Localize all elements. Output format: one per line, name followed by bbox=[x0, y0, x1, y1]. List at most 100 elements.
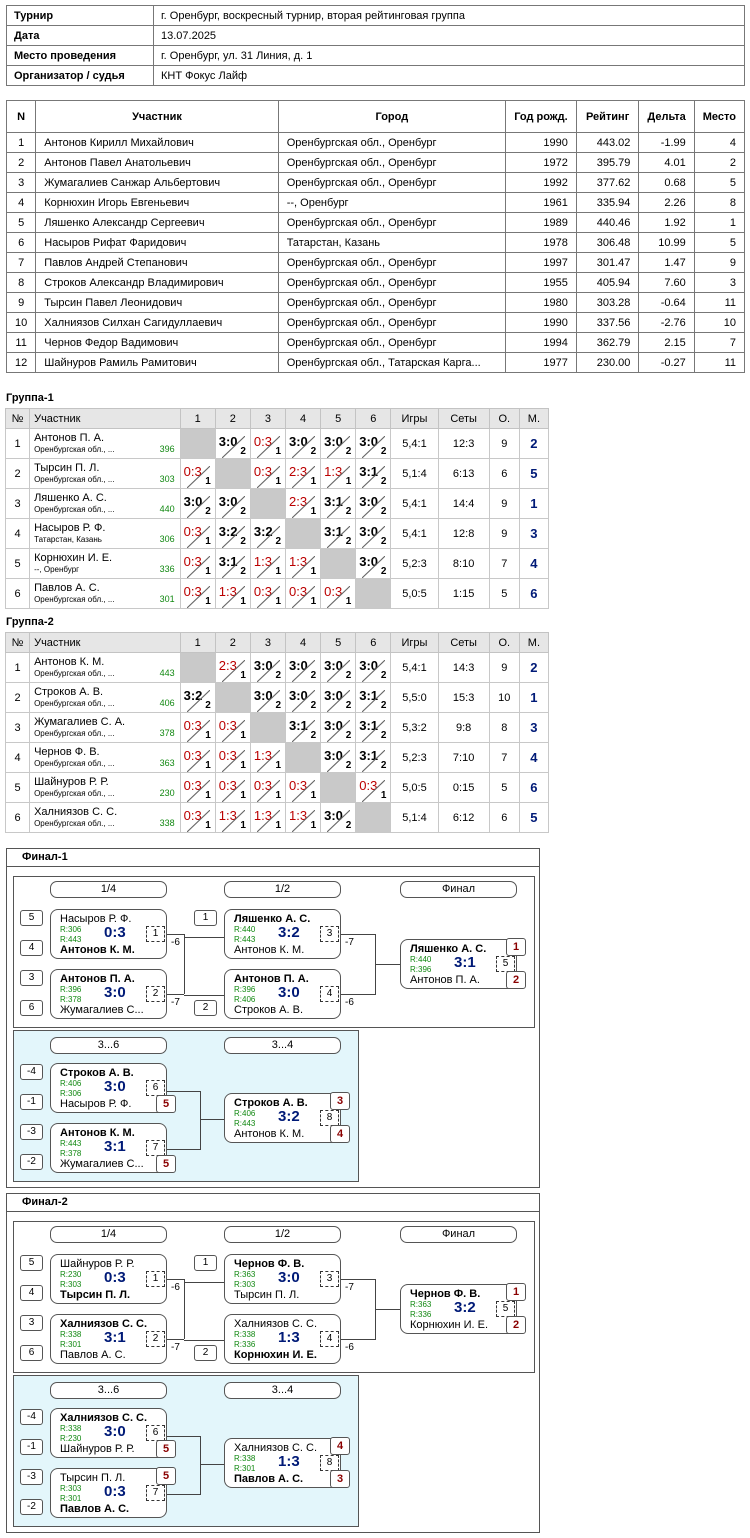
match-result-cell: 0:3 1 bbox=[179, 518, 216, 549]
seed-badge: -3 bbox=[20, 1469, 43, 1485]
match-score: 3:0 bbox=[289, 658, 308, 673]
participant-cell: 1 bbox=[693, 212, 746, 233]
group-column-header: 6 bbox=[355, 408, 392, 429]
place-badge: 5 bbox=[156, 1467, 176, 1485]
bracket-line bbox=[184, 995, 224, 996]
player-2-name: Строков А. В. bbox=[234, 1004, 304, 1016]
diagonal-slash-icon bbox=[291, 809, 316, 833]
match-points: 1 bbox=[275, 790, 281, 801]
match-score: 3:0 bbox=[278, 1269, 300, 1286]
player-2-name: Антонов П. А. bbox=[410, 974, 480, 986]
city-text: --, Оренбург bbox=[34, 565, 80, 574]
diagonal-slash-icon bbox=[256, 435, 281, 459]
match-score: 3:2 bbox=[253, 524, 273, 539]
group-participant: Павлов А. С. Оренбургская обл., ... 301 bbox=[29, 578, 181, 609]
consolation-bracket: 3...6 3...4 Халниязов С. С. R:338 R:230 Шайну… bbox=[13, 1375, 359, 1527]
match-points: 2 bbox=[345, 536, 352, 547]
city-text: Оренбургская обл., ... bbox=[34, 595, 115, 604]
player-2-name: Тырсин П. Л. bbox=[60, 1289, 131, 1301]
match-result-cell: 1:3 1 bbox=[284, 548, 322, 579]
player-1-name: Халниязов С. С. bbox=[234, 1318, 318, 1330]
participant-city: Оренбургская обл., ... 396 bbox=[34, 444, 176, 455]
place-badge: 5 bbox=[156, 1155, 176, 1173]
match-box: Чернов Ф. В. R:363 R:336 Корнюхин И. Е. 3:2 5 bbox=[400, 1284, 517, 1334]
group-participant: Антонов К. М. Оренбургская обл., ... 443 bbox=[29, 652, 181, 683]
diagonal-slash-icon bbox=[326, 689, 351, 713]
participant-cell: 4.01 bbox=[638, 152, 695, 173]
group-row-number: 3 bbox=[4, 712, 31, 743]
participant-cell: 1955 bbox=[504, 272, 577, 293]
match-score: 3:2 bbox=[278, 1108, 300, 1125]
points-value: 10 bbox=[488, 682, 520, 713]
match-number: 4 bbox=[320, 986, 339, 1002]
match-score: 3:0 bbox=[324, 718, 343, 733]
player-2-rating: R:336 bbox=[410, 1310, 432, 1319]
player-2-name: Павлов А. С. bbox=[60, 1503, 130, 1515]
participant-cell: 337.56 bbox=[575, 312, 640, 333]
match-result-cell: 1:3 1 bbox=[249, 548, 287, 579]
participant-cell: Антонов Павел Анатольевич bbox=[35, 152, 279, 173]
seed-badge: 1 bbox=[194, 910, 217, 926]
match-score: 0:3 bbox=[183, 748, 202, 763]
match-result-cell: 3:1 2 bbox=[214, 548, 251, 579]
participant-cell: Шайнуров Рамиль Рамитович bbox=[35, 352, 279, 373]
bracket-line bbox=[200, 1464, 224, 1465]
player-1-rating: R:406 bbox=[60, 1079, 82, 1088]
match-score: 3:0 bbox=[324, 808, 343, 823]
participant-rating: 303 bbox=[159, 474, 175, 484]
group-participant: Шайнуров Р. Р. Оренбургская обл., ... 230 bbox=[29, 772, 181, 803]
diagonal-slash-icon bbox=[291, 435, 316, 459]
participant-cell: 1990 bbox=[504, 312, 577, 333]
group-column-header: 1 bbox=[179, 632, 216, 653]
group-row: 6 Павлов А. С. Оренбургская обл., ... 301 0:… bbox=[4, 578, 550, 609]
participant-rating: 301 bbox=[159, 594, 175, 604]
participant-cell: Халниязов Силхан Сагидуллаевич bbox=[35, 312, 279, 333]
sets-value: 6:13 bbox=[437, 458, 490, 489]
points-value: 8 bbox=[488, 712, 520, 743]
match-points: 1 bbox=[240, 596, 246, 607]
participant-cell: 5 bbox=[5, 212, 37, 233]
match-result-cell: 3:0 2 bbox=[355, 488, 392, 519]
seed-badge: 3 bbox=[20, 1315, 43, 1331]
participant-cell: Оренбургская обл., Оренбург bbox=[277, 252, 506, 273]
participant-city: Оренбургская обл., ... 301 bbox=[34, 594, 176, 605]
match-points: 2 bbox=[345, 670, 352, 681]
match-result-cell: 0:3 1 bbox=[249, 428, 287, 459]
place-badge: 4 bbox=[330, 1437, 350, 1455]
match-points: 2 bbox=[240, 536, 246, 547]
match-box: Антонов П. А. R:396 R:406 Строков А. В. 3:0 4 bbox=[224, 969, 341, 1019]
games-value: 5,1:4 bbox=[390, 802, 439, 833]
match-score: 3:0 bbox=[324, 658, 343, 673]
match-score: 1:3 bbox=[289, 554, 308, 569]
city-text: Оренбургская обл., ... bbox=[34, 789, 115, 798]
player-1-name: Чернов Ф. В. bbox=[410, 1288, 481, 1300]
diagonal-slash-icon bbox=[291, 555, 316, 579]
player-1-name: Антонов П. А. bbox=[234, 973, 309, 985]
match-score: 0:3 bbox=[359, 778, 378, 793]
match-score: 0:3 bbox=[289, 584, 308, 599]
round-label: 1/2 bbox=[224, 881, 341, 898]
diagonal-slash-icon bbox=[186, 809, 211, 833]
participant-name: Ляшенко А. С. bbox=[34, 492, 107, 504]
sets-value: 8:10 bbox=[437, 548, 490, 579]
match-score: 3:0 bbox=[289, 434, 308, 449]
bracket-line bbox=[200, 1091, 201, 1150]
points-value: 6 bbox=[488, 802, 520, 833]
participant-cell: 362.79 bbox=[575, 332, 640, 353]
group-column-header: 3 bbox=[249, 632, 287, 653]
participant-city: Оренбургская обл., ... 443 bbox=[34, 668, 176, 679]
match-points: 1 bbox=[240, 730, 246, 741]
diagonal-slash-icon bbox=[256, 585, 281, 609]
group-row: 4 Насыров Р. Ф. Татарстан, Казань 306 0:3 1 3:… bbox=[4, 518, 550, 549]
match-result-cell: 3:0 2 bbox=[320, 712, 357, 743]
match-result-cell: 3:0 2 bbox=[284, 428, 322, 459]
player-1-name: Халниязов С. С. bbox=[60, 1412, 148, 1424]
participant-cell: 377.62 bbox=[575, 172, 640, 193]
participant-cell: Жумагалиев Санжар Альбертович bbox=[35, 172, 279, 193]
match-result-cell: 0:3 1 bbox=[179, 772, 216, 803]
match-score: 0:3 bbox=[253, 464, 272, 479]
player-1-name: Ляшенко А. С. bbox=[234, 913, 311, 925]
match-result-cell: 0:3 1 bbox=[179, 742, 216, 773]
match-box: Ляшенко А. С. R:440 R:443 Антонов К. М. 3:2 3 bbox=[224, 909, 341, 959]
loser-destination: -6 bbox=[171, 937, 180, 948]
